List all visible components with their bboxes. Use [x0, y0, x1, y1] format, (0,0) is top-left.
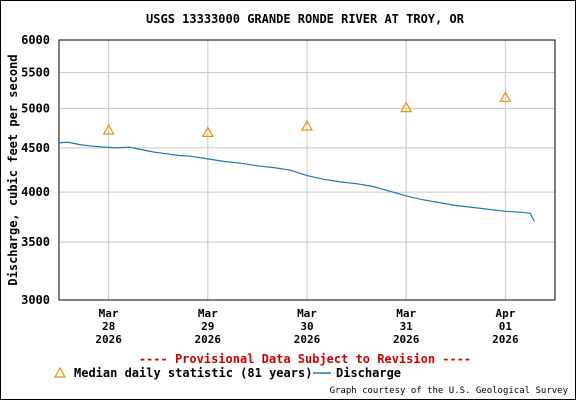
y-tick-label: 3000: [21, 293, 50, 307]
x-tick-label: 29: [201, 320, 214, 333]
grid-lines: [59, 39, 555, 301]
x-tick-label: 30: [300, 320, 313, 333]
y-tick-label: 3500: [21, 235, 50, 249]
plot-area: [58, 39, 556, 301]
x-axis-ticks: Mar282026Mar292026Mar302026Mar312026Apr0…: [95, 307, 519, 346]
x-tick-label: 2026: [393, 333, 420, 346]
legend: Median daily statistic (81 years) Discha…: [53, 366, 401, 380]
x-tick-label: 31: [400, 320, 414, 333]
x-tick-label: Apr: [495, 307, 515, 320]
y-tick-label: 6000: [21, 33, 50, 47]
credit-text: Graph courtesy of the U.S. Geological Su…: [330, 386, 569, 396]
y-tick-label: 4000: [21, 185, 50, 199]
x-tick-label: 2026: [492, 333, 519, 346]
legend-median-marker: [53, 366, 67, 378]
x-tick-label: 28: [102, 320, 115, 333]
provisional-note: ---- Provisional Data Subject to Revisio…: [139, 352, 471, 366]
x-tick-label: Mar: [297, 307, 317, 320]
discharge-line: [58, 141, 535, 222]
median-marker: [300, 119, 314, 131]
y-tick-label: 5000: [21, 101, 50, 115]
x-tick-label: 2026: [95, 333, 122, 346]
legend-discharge-label: Discharge: [336, 366, 401, 380]
y-tick-label: 5500: [21, 66, 50, 80]
x-tick-label: Mar: [396, 307, 416, 320]
x-tick-label: Mar: [99, 307, 119, 320]
median-marker: [201, 126, 214, 137]
chart-title: USGS 13333000 GRANDE RONDE RIVER AT TROY…: [146, 12, 465, 26]
y-tick-label: 4500: [21, 141, 50, 155]
median-marker: [499, 91, 512, 102]
x-tick-label: Mar: [198, 307, 218, 320]
median-marker: [400, 101, 413, 113]
x-tick-label: 2026: [195, 333, 222, 346]
x-tick-label: 01: [499, 320, 513, 333]
series-layer: [58, 91, 535, 222]
median-marker: [102, 123, 115, 135]
y-axis-label: Discharge, cubic feet per second: [6, 54, 20, 285]
x-tick-label: 2026: [294, 333, 321, 346]
legend-median-label: Median daily statistic (81 years): [74, 366, 312, 380]
y-axis-ticks: 6000 5500 5000 4500 4000 3500 3000: [21, 33, 50, 307]
